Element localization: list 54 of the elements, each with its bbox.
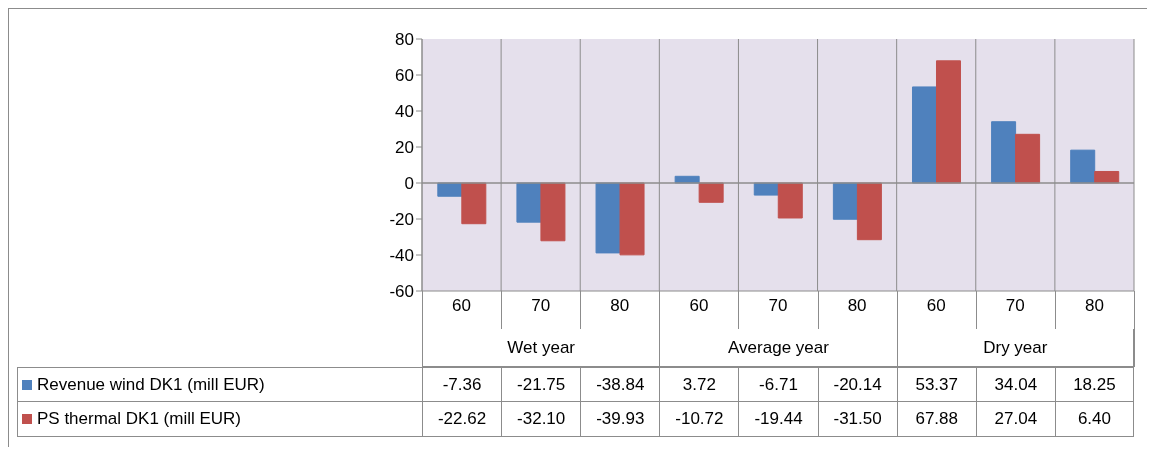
bar [991,121,1017,184]
data-label: -10.72 [659,402,739,437]
legend-label: Revenue wind DK1 (mill EUR) [37,374,265,395]
bar [911,86,937,184]
data-label: -38.84 [580,367,660,402]
bar [1015,133,1041,184]
bar [1070,149,1096,184]
bar [856,182,882,241]
y-tick-label: -40 [389,246,414,266]
bar [832,182,858,220]
bar [619,182,645,256]
data-label: -7.36 [422,367,502,402]
data-label: 53.37 [896,367,976,402]
text: Dry year [896,329,1134,367]
bar [935,60,961,184]
x-tick-label: 80 [1084,296,1104,316]
data-label: -20.14 [817,367,897,402]
data-label: -21.75 [501,367,581,402]
data-label: 6.40 [1054,402,1134,437]
bar [777,182,803,219]
x-tick-label: 60 [452,296,472,316]
data-label: -6.71 [738,367,818,402]
data-label: 3.72 [659,367,739,402]
data-label: 18.25 [1054,367,1134,402]
bar [595,182,621,254]
x-tick-label: 60 [926,296,946,316]
data-label: -19.44 [738,402,818,437]
x-tick-label: 80 [847,296,867,316]
x-tick-label: 70 [768,296,788,316]
y-tick-label: 20 [395,138,414,158]
y-tick-label: 40 [395,102,414,122]
bar [461,182,487,225]
x-tick-label: 60 [689,296,709,316]
text: Average year [659,329,897,367]
x-tick-label: 80 [610,296,630,316]
y-tick-label: -60 [389,282,414,302]
y-tick-label: 80 [395,30,414,50]
bar [540,182,566,242]
data-label: 67.88 [896,402,976,437]
bar [698,182,724,203]
text: Wet year [422,329,660,367]
data-label: -39.93 [580,402,660,437]
y-tick-label: -20 [389,210,414,230]
data-label: 27.04 [975,402,1055,437]
legend-label: PS thermal DK1 (mill EUR) [37,409,242,429]
data-label: -31.50 [817,402,897,437]
y-tick-label: 60 [395,66,414,86]
bar [516,182,542,223]
data-label: 34.04 [975,367,1055,402]
data-label: -22.62 [422,402,502,437]
data-label: -32.10 [501,402,581,437]
x-tick-label: 70 [1005,296,1025,316]
x-tick-label: 70 [531,296,551,316]
y-tick-label: 0 [404,174,414,194]
